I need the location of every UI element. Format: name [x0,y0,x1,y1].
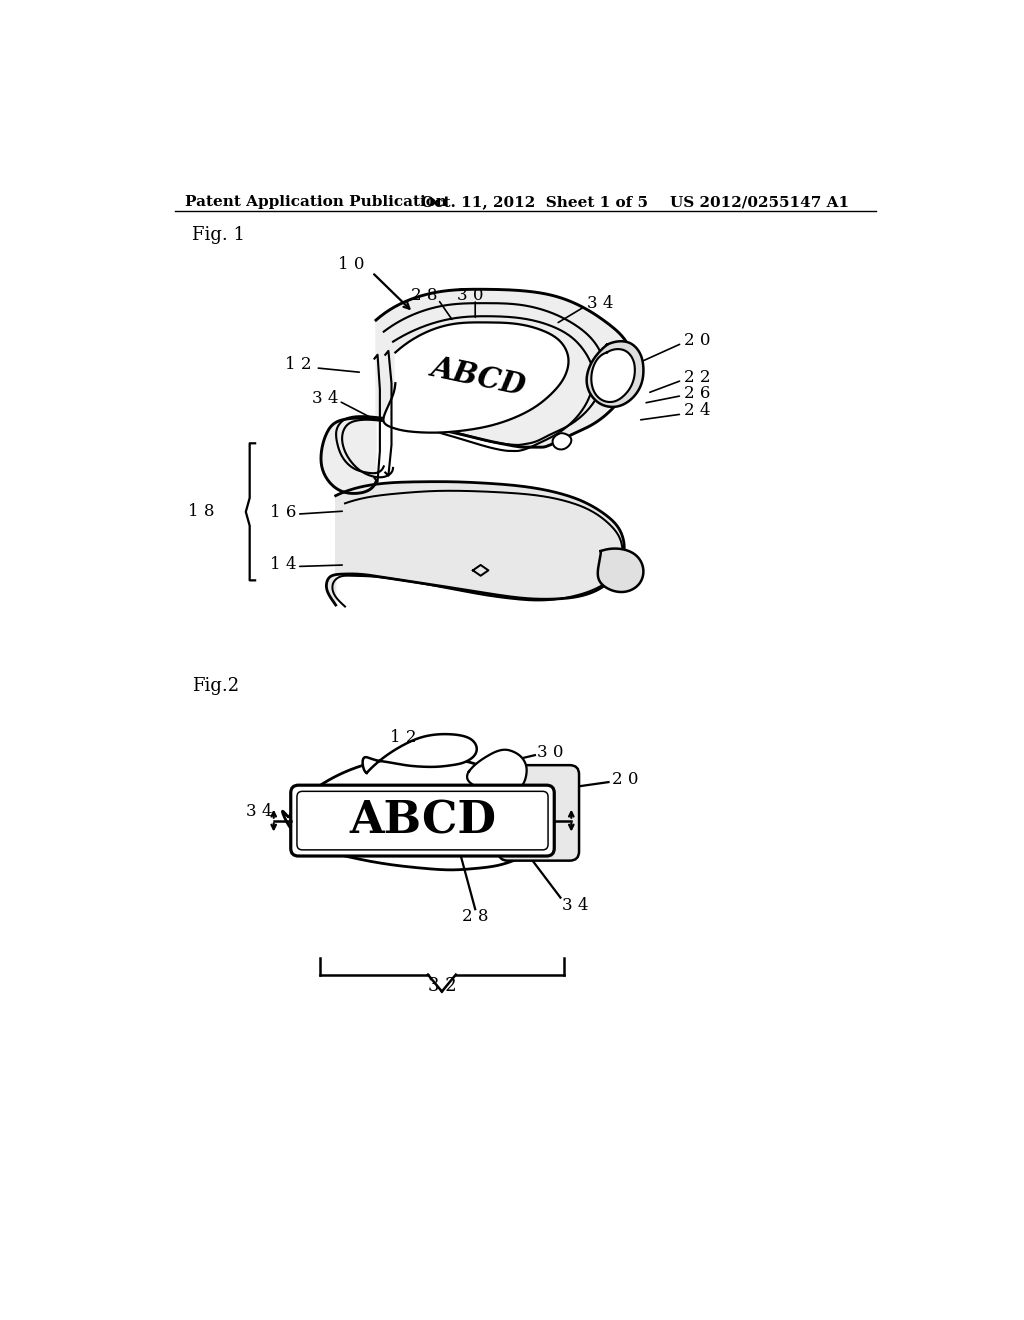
Polygon shape [362,734,477,774]
Text: 2 0: 2 0 [612,771,639,788]
Polygon shape [321,289,632,494]
Polygon shape [467,750,526,793]
Text: 3 4: 3 4 [562,896,589,913]
Text: 2 8: 2 8 [462,908,488,925]
Text: 3 2: 3 2 [428,977,456,995]
Text: 2 8: 2 8 [411,286,437,304]
Text: 1 2: 1 2 [286,356,311,374]
Polygon shape [591,348,635,403]
Polygon shape [553,433,571,450]
FancyBboxPatch shape [291,785,554,857]
Polygon shape [283,758,546,870]
Text: ABCD: ABCD [428,352,528,400]
Text: Oct. 11, 2012  Sheet 1 of 5: Oct. 11, 2012 Sheet 1 of 5 [421,195,648,210]
Text: 3 0: 3 0 [458,286,483,304]
Text: Patent Application Publication: Patent Application Publication [184,195,446,210]
Text: 2 6: 2 6 [684,384,711,401]
Text: 1 8: 1 8 [188,503,215,520]
Text: 1 4: 1 4 [269,557,296,573]
Text: 1 2: 1 2 [390,729,417,746]
Text: 2 4: 2 4 [684,403,711,420]
Text: Fig. 1: Fig. 1 [191,227,245,244]
Text: 3 0: 3 0 [538,744,563,762]
Text: ABCD: ABCD [349,799,496,842]
Text: 2 0: 2 0 [684,333,711,350]
FancyBboxPatch shape [499,766,579,861]
Text: 3 4: 3 4 [247,803,273,820]
Polygon shape [587,342,643,407]
Text: 3 4: 3 4 [587,294,613,312]
Polygon shape [383,322,568,433]
Text: 3 4: 3 4 [312,391,339,407]
Text: US 2012/0255147 A1: US 2012/0255147 A1 [671,195,850,210]
Text: Fig.2: Fig.2 [191,677,239,694]
Text: 2 2: 2 2 [684,368,711,385]
Text: 1 6: 1 6 [269,504,296,521]
Polygon shape [598,549,643,593]
Text: 1 0: 1 0 [338,256,365,273]
Polygon shape [327,482,625,605]
